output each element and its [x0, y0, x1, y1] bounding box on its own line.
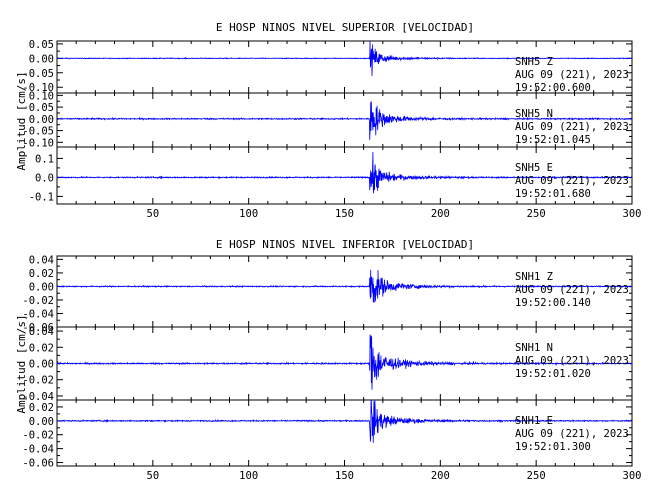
panel-title: E HOSP NINOS NIVEL SUPERIOR [VELOCIDAD] [216, 21, 474, 34]
y-tick-label: 0.04 [29, 326, 54, 338]
date-label: AUG 09 (221), 2023 [515, 428, 629, 440]
x-tick-label: 200 [431, 208, 450, 220]
y-tick-label: 0.00 [29, 281, 54, 293]
y-tick-label: -0.10 [22, 137, 54, 149]
y-tick-label: 0.02 [29, 268, 54, 280]
waveform-line [56, 101, 633, 140]
y-tick-label: 0.05 [29, 39, 54, 51]
y-tick-label: 0.00 [29, 53, 54, 65]
y-axis-label: Amplitud [cm/s] [15, 71, 28, 170]
y-tick-label: -0.10 [22, 82, 54, 94]
x-tick-label: 100 [239, 470, 258, 482]
waveform-line [56, 334, 633, 390]
y-tick-label: 0.00 [29, 114, 54, 126]
y-tick-label: -0.04 [22, 444, 54, 456]
y-tick-label: 0.0 [35, 172, 54, 184]
y-tick-label: 0.02 [29, 342, 54, 354]
x-tick-label: 250 [527, 470, 546, 482]
y-tick-label: 0.04 [29, 254, 54, 266]
y-tick-label: -0.04 [22, 308, 54, 320]
waveform-line [57, 399, 633, 443]
time-label: 19:52:01.045 [515, 134, 591, 146]
panel-superior: E HOSP NINOS NIVEL SUPERIOR [VELOCIDAD] … [15, 21, 641, 220]
station-label: SNH1 N [515, 342, 553, 354]
time-label: 19:52:00.140 [515, 297, 591, 309]
time-label: 19:52:01.680 [515, 188, 591, 200]
y-tick-label: -0.04 [22, 391, 54, 403]
waveform-line [56, 152, 633, 194]
station-label: SNH5 N [515, 108, 553, 120]
station-label: SNH5 Z [515, 56, 553, 68]
station-label: SNH1 Z [515, 271, 553, 283]
y-tick-label: -0.02 [22, 430, 54, 442]
y-tick-label: -0.06 [22, 322, 54, 334]
x-tick-label: 250 [527, 208, 546, 220]
x-tick-label: 100 [239, 208, 258, 220]
y-tick-label: 0.02 [29, 402, 54, 414]
y-tick-label: -0.05 [22, 68, 54, 80]
time-label: 19:52:01.020 [515, 368, 591, 380]
x-tick-label: 50 [147, 208, 160, 220]
y-tick-label: -0.05 [22, 126, 54, 138]
x-tick-label: 300 [623, 208, 642, 220]
station-label: SNH1 E [515, 415, 553, 427]
panel-title: E HOSP NINOS NIVEL INFERIOR [VELOCIDAD] [216, 238, 474, 251]
y-tick-label: -0.02 [22, 295, 54, 307]
x-tick-label: 300 [623, 470, 642, 482]
y-tick-label: 0.00 [29, 416, 54, 428]
x-tick-label: 200 [431, 470, 450, 482]
panel-inferior: E HOSP NINOS NIVEL INFERIOR [VELOCIDAD] … [15, 238, 641, 482]
y-tick-label: 0.10 [29, 90, 54, 102]
y-tick-label: -0.06 [22, 458, 54, 470]
date-label: AUG 09 (221), 2023 [515, 175, 629, 187]
y-tick-label: -0.02 [22, 375, 54, 387]
date-label: AUG 09 (221), 2023 [515, 284, 629, 296]
x-tick-label: 150 [335, 208, 354, 220]
station-label: SNH5 E [515, 162, 553, 174]
x-tick-label: 150 [335, 470, 354, 482]
date-label: AUG 09 (221), 2023 [515, 69, 629, 81]
y-tick-label: 0.00 [29, 359, 54, 371]
time-label: 19:52:01.300 [515, 441, 591, 453]
y-tick-label: -0.1 [29, 191, 54, 203]
x-tick-label: 50 [147, 470, 160, 482]
y-axis-label: Amplitud [cm/s] [15, 314, 28, 413]
y-tick-label: 0.05 [29, 102, 54, 114]
y-tick-label: 0.1 [35, 153, 54, 165]
waveform-line [56, 269, 633, 303]
waveform-line [56, 40, 633, 77]
date-label: AUG 09 (221), 2023 [515, 121, 629, 133]
time-label: 19:52:00.600 [515, 82, 591, 94]
date-label: AUG 09 (221), 2023 [515, 355, 629, 367]
